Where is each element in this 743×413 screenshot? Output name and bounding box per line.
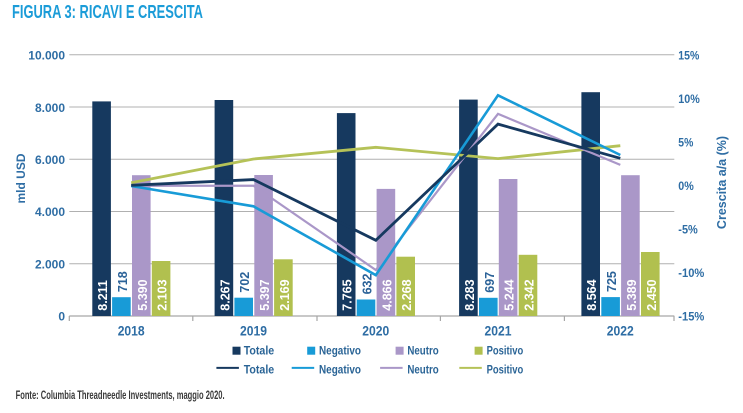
svg-text:2.000: 2.000: [35, 258, 65, 272]
svg-text:6.000: 6.000: [35, 153, 65, 167]
svg-text:5.389: 5.389: [625, 279, 639, 310]
svg-text:697: 697: [483, 272, 497, 293]
svg-text:Neutro: Neutro: [407, 343, 439, 357]
svg-text:Negativo: Negativo: [319, 362, 361, 376]
svg-text:7.765: 7.765: [341, 279, 355, 310]
svg-text:5.244: 5.244: [503, 279, 517, 310]
svg-text:4.000: 4.000: [35, 205, 65, 219]
svg-text:2021: 2021: [485, 324, 512, 339]
svg-text:Negativo: Negativo: [319, 343, 361, 357]
svg-text:-5%: -5%: [678, 223, 698, 237]
svg-text:2.450: 2.450: [645, 279, 659, 310]
svg-text:5%: 5%: [678, 136, 693, 150]
svg-text:702: 702: [238, 272, 252, 293]
svg-text:10.000: 10.000: [28, 49, 65, 63]
svg-text:632: 632: [361, 273, 375, 294]
svg-text:15%: 15%: [678, 49, 699, 63]
svg-text:FIGURA 3: RICAVI E CRESCITA: FIGURA 3: RICAVI E CRESCITA: [12, 2, 203, 22]
svg-text:Totale: Totale: [244, 362, 275, 376]
svg-text:2.268: 2.268: [400, 279, 414, 310]
svg-text:5.397: 5.397: [258, 279, 272, 310]
svg-text:Positivo: Positivo: [487, 362, 524, 376]
svg-text:8.211: 8.211: [96, 280, 110, 311]
svg-text:0: 0: [58, 310, 65, 324]
svg-text:2022: 2022: [607, 324, 634, 339]
svg-text:2.342: 2.342: [523, 279, 537, 310]
svg-text:725: 725: [605, 271, 619, 292]
svg-text:mld USD: mld USD: [14, 153, 28, 203]
svg-text:10%: 10%: [678, 92, 700, 106]
svg-text:8.267: 8.267: [218, 279, 232, 310]
svg-text:8.283: 8.283: [463, 279, 477, 310]
svg-text:-15%: -15%: [678, 310, 704, 324]
svg-text:2.169: 2.169: [278, 279, 292, 310]
svg-text:8.564: 8.564: [585, 279, 599, 310]
svg-text:Positivo: Positivo: [487, 343, 524, 357]
svg-text:718: 718: [116, 271, 130, 292]
svg-text:2.103: 2.103: [156, 279, 170, 310]
svg-text:8.000: 8.000: [35, 101, 65, 115]
svg-text:-10%: -10%: [678, 266, 704, 280]
svg-text:Totale: Totale: [244, 343, 275, 357]
svg-text:2020: 2020: [362, 324, 389, 339]
svg-text:Fonte: Columbia Threadneedle I: Fonte: Columbia Threadneedle Investments…: [16, 390, 225, 402]
svg-text:2018: 2018: [118, 324, 145, 339]
svg-text:5.390: 5.390: [136, 279, 150, 310]
svg-text:Neutro: Neutro: [407, 362, 439, 376]
svg-text:2019: 2019: [240, 324, 267, 339]
svg-text:0%: 0%: [678, 179, 694, 193]
svg-text:4.866: 4.866: [380, 279, 394, 310]
svg-text:Crescita a/a (%): Crescita a/a (%): [715, 136, 729, 229]
